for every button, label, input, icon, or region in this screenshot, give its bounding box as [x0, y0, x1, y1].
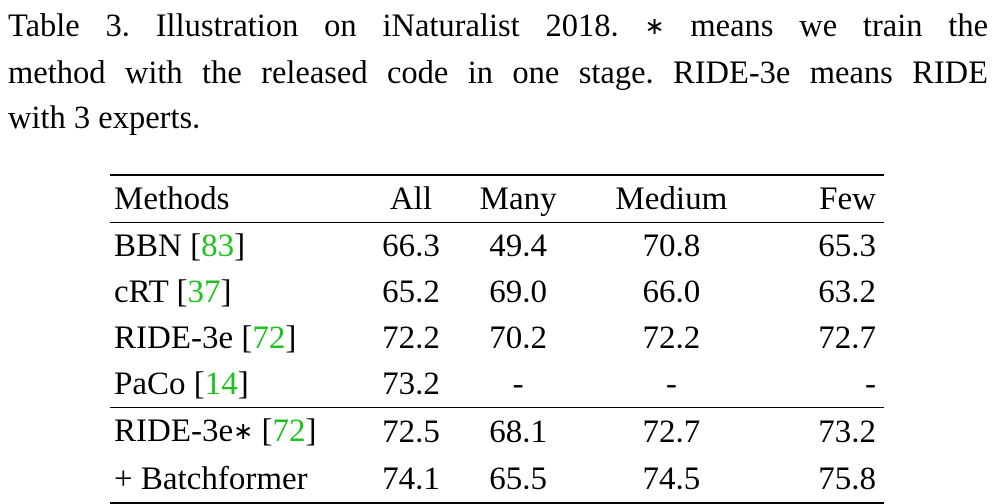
header-all: All [389, 181, 433, 217]
few-cell: 75.8 [818, 461, 876, 497]
table-row: RIDE-3e∗ [72] 72.5 68.1 72.7 73.2 [110, 407, 884, 457]
medium-cell: 66.0 [642, 274, 701, 310]
citation-link[interactable]: 83 [201, 228, 235, 264]
table-row: BBN [83] 66.3 49.4 70.8 65.3 [110, 223, 884, 270]
all-cell: 66.3 [382, 228, 440, 264]
citation-link[interactable]: 37 [187, 274, 221, 310]
all-cell: 72.2 [382, 320, 440, 356]
many-cell: - [512, 366, 524, 402]
few-cell: - [865, 366, 876, 402]
method-cell: + Batchformer [114, 461, 308, 497]
medium-cell: 74.5 [642, 461, 701, 497]
few-cell: 63.2 [818, 274, 876, 310]
medium-cell: 72.2 [642, 320, 701, 356]
method-cell: BBN [83] [114, 228, 246, 264]
asterisk-symbol: ∗ [644, 12, 665, 40]
many-cell: 49.4 [489, 228, 548, 264]
caption-line-3: with 3 experts. [8, 100, 201, 136]
all-cell: 65.2 [382, 274, 440, 310]
header-many: Many [479, 181, 557, 217]
method-cell: cRT [37] [114, 274, 232, 310]
caption-line-1: Table 3. Illustration on iNaturalist 201… [8, 4, 988, 51]
medium-cell: 70.8 [642, 228, 701, 264]
few-cell: 72.7 [818, 320, 876, 356]
caption-text: means we train the [690, 8, 989, 44]
all-cell: 73.2 [382, 366, 440, 402]
header-few: Few [819, 181, 876, 217]
caption-text: Table 3. Illustration on iNaturalist 201… [8, 8, 619, 44]
results-table: Methods All Many Medium Few BBN [83] 66.… [110, 174, 884, 504]
caption-line-2: method with the released code in one sta… [8, 55, 988, 91]
header-row: Methods All Many Medium Few [110, 175, 884, 223]
all-cell: 72.5 [382, 414, 440, 450]
header-medium: Medium [615, 181, 728, 217]
table-row: cRT [37] 65.2 69.0 66.0 63.2 [110, 269, 884, 315]
many-cell: 65.5 [489, 461, 548, 497]
medium-cell: - [665, 366, 677, 402]
many-cell: 68.1 [489, 414, 548, 450]
citation-link[interactable]: 72 [272, 413, 306, 449]
method-cell: PaCo [14] [114, 366, 249, 402]
all-cell: 74.1 [382, 461, 440, 497]
method-cell: RIDE-3e∗ [72] [114, 413, 317, 449]
table-row: PaCo [14] 73.2 - - - [110, 361, 884, 408]
table-row: RIDE-3e [72] 72.2 70.2 72.2 72.7 [110, 315, 884, 361]
asterisk-symbol: ∗ [233, 417, 254, 445]
many-cell: 69.0 [489, 274, 548, 310]
table-row: + Batchformer 74.1 65.5 74.5 75.8 [110, 456, 884, 503]
citation-link[interactable]: 14 [204, 366, 238, 402]
medium-cell: 72.7 [642, 414, 701, 450]
many-cell: 70.2 [489, 320, 548, 356]
header-methods: Methods [114, 181, 230, 217]
citation-link[interactable]: 72 [252, 320, 286, 356]
table-caption: Table 3. Illustration on iNaturalist 201… [8, 4, 988, 141]
method-cell: RIDE-3e [72] [114, 320, 297, 356]
few-cell: 65.3 [818, 228, 876, 264]
few-cell: 73.2 [818, 414, 876, 450]
